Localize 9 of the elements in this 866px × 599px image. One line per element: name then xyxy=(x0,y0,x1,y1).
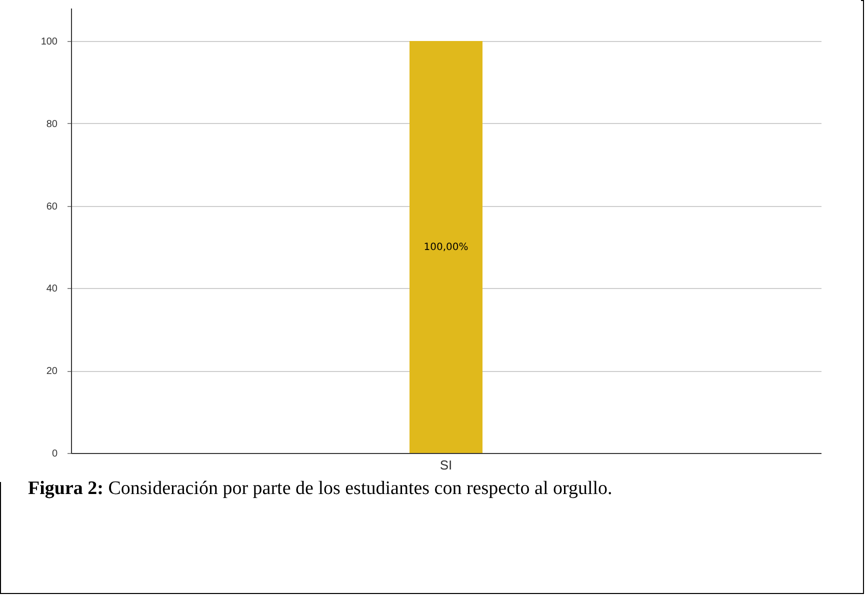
y-tick-label: 20 xyxy=(46,366,58,378)
y-tick-label: 0 xyxy=(52,448,58,460)
y-tick-label: 80 xyxy=(46,118,58,130)
x-tick-label: SI xyxy=(440,458,452,472)
y-tick-label: 60 xyxy=(46,201,58,212)
text: Figura 2: Consideración por parte de los estudiantes con respecto al orgullo. xyxy=(28,478,612,500)
y-tick-label: 100 xyxy=(40,36,58,48)
data-label: 100,00% xyxy=(424,242,468,253)
y-tick-label: 40 xyxy=(46,284,58,295)
